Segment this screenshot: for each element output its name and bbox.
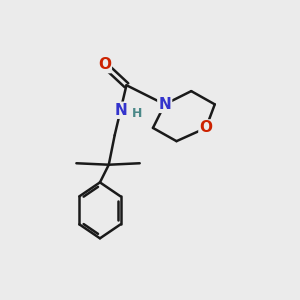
Text: N: N bbox=[158, 97, 171, 112]
Text: O: O bbox=[200, 120, 212, 135]
Text: N: N bbox=[114, 103, 127, 118]
Text: O: O bbox=[98, 57, 111, 72]
Text: H: H bbox=[132, 107, 142, 120]
